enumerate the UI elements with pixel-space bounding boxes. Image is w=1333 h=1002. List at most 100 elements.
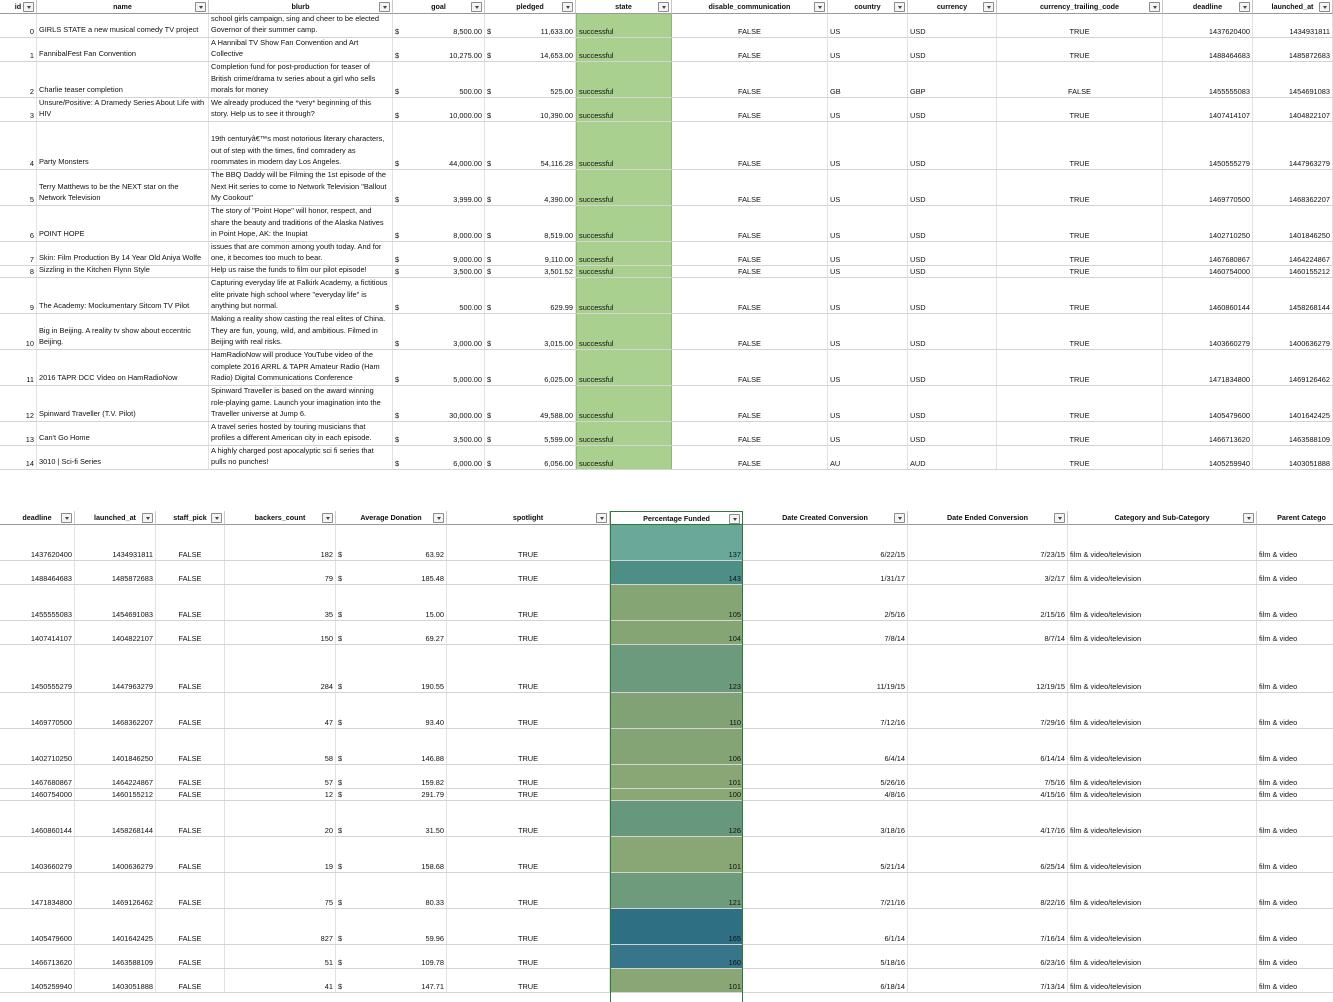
filter-dropdown-icon[interactable] xyxy=(322,513,333,523)
cell-name[interactable]: GIRLS STATE a new musical comedy TV proj… xyxy=(37,14,209,37)
cell-launched-at[interactable]: 1454691083 xyxy=(1253,62,1333,97)
cell-deadline[interactable]: 1455555083 xyxy=(1163,62,1253,97)
cell-disable-communication[interactable]: FALSE xyxy=(672,122,828,169)
cell-deadline[interactable]: 1469770500 xyxy=(1163,170,1253,205)
cell-launched-at[interactable]: 1401642425 xyxy=(1253,386,1333,421)
cell-avg-donation[interactable]: $190.55 xyxy=(336,645,447,692)
cell-launched-at[interactable]: 1404822107 xyxy=(1253,98,1333,121)
cell-parent[interactable]: film & video xyxy=(1257,945,1333,968)
cell-parent[interactable]: film & video xyxy=(1257,969,1333,992)
cell-avg-donation[interactable]: $63.92 xyxy=(336,525,447,560)
cell-currency-trailing-code[interactable]: TRUE xyxy=(997,266,1163,277)
cell-currency-trailing-code[interactable]: TRUE xyxy=(997,446,1163,469)
cell-avg-donation[interactable]: $109.78 xyxy=(336,945,447,968)
cell-disable-communication[interactable]: FALSE xyxy=(672,266,828,277)
cell-id[interactable]: 6 xyxy=(0,206,37,241)
cell-goal[interactable]: $9,000.00 xyxy=(393,242,485,265)
cell-currency[interactable]: USD xyxy=(908,206,997,241)
cell-disable-communication[interactable]: FALSE xyxy=(672,98,828,121)
filter-dropdown-icon[interactable] xyxy=(729,514,740,524)
cell-blurb[interactable]: A travel series hosted by touring musici… xyxy=(209,422,393,445)
cell-backers-count[interactable]: 57 xyxy=(225,765,336,788)
cell-country[interactable]: US xyxy=(828,422,908,445)
cell-avg-donation[interactable]: $69.27 xyxy=(336,621,447,644)
cell-currency-trailing-code[interactable]: TRUE xyxy=(997,386,1163,421)
cell-pct-funded[interactable]: 126 xyxy=(610,801,743,836)
cell-disable-communication[interactable]: FALSE xyxy=(672,38,828,61)
cell-currency[interactable]: USD xyxy=(908,422,997,445)
cell-blurb[interactable]: Completion fund for post-production for … xyxy=(209,62,393,97)
cell-pledged[interactable]: $629.99 xyxy=(485,278,576,313)
cell-date-created[interactable]: 5/18/16 xyxy=(743,945,908,968)
cell-pct-funded[interactable]: 143 xyxy=(610,561,743,584)
cell-currency[interactable]: USD xyxy=(908,350,997,385)
cell-currency-trailing-code[interactable]: TRUE xyxy=(997,38,1163,61)
cell-disable-communication[interactable]: FALSE xyxy=(672,278,828,313)
top-header-pledged[interactable]: pledged xyxy=(485,0,576,14)
cell-deadline[interactable]: 1469770500 xyxy=(0,693,75,728)
cell-currency[interactable]: USD xyxy=(908,386,997,421)
cell-id[interactable]: 1 xyxy=(0,38,37,61)
cell-disable-communication[interactable]: FALSE xyxy=(672,242,828,265)
cell-deadline[interactable]: 1466713620 xyxy=(1163,422,1253,445)
cell-parent[interactable]: film & video xyxy=(1257,585,1333,620)
cell-deadline[interactable]: 1405479600 xyxy=(0,909,75,944)
cell-id[interactable]: 2 xyxy=(0,62,37,97)
cell-currency-trailing-code[interactable]: TRUE xyxy=(997,242,1163,265)
cell-category[interactable]: film & video/television xyxy=(1068,585,1257,620)
cell-spotlight[interactable]: TRUE xyxy=(447,909,610,944)
cell-name[interactable]: Unsure/Positive: A Dramedy Series About … xyxy=(37,98,209,121)
cell-avg-donation[interactable]: $291.79 xyxy=(336,789,447,800)
cell-blurb[interactable]: Making a reality show casting the real e… xyxy=(209,314,393,349)
cell-avg-donation[interactable]: $146.88 xyxy=(336,729,447,764)
cell-goal[interactable]: $5,000.00 xyxy=(393,350,485,385)
cell-launched-at[interactable]: 1458268144 xyxy=(1253,278,1333,313)
filter-dropdown-icon[interactable] xyxy=(1239,2,1250,12)
cell-date-ended[interactable]: 4/17/16 xyxy=(908,801,1068,836)
top-header-blurb[interactable]: blurb xyxy=(209,0,393,14)
filter-dropdown-icon[interactable] xyxy=(596,513,607,523)
cell-currency-trailing-code[interactable]: FALSE xyxy=(997,62,1163,97)
cell-state[interactable]: successful xyxy=(576,122,672,169)
cell-blurb[interactable]: Help us raise the funds to film our pilo… xyxy=(209,266,393,277)
bottom-header-backers-count[interactable]: backers_count xyxy=(225,511,336,525)
cell-staff-pick[interactable]: FALSE xyxy=(156,801,225,836)
cell-spotlight[interactable]: TRUE xyxy=(447,801,610,836)
cell-date-created[interactable]: 7/21/16 xyxy=(743,873,908,908)
top-header-disable-communication[interactable]: disable_communication xyxy=(672,0,828,14)
cell-id[interactable]: 8 xyxy=(0,266,37,277)
cell-spotlight[interactable]: TRUE xyxy=(447,945,610,968)
cell-date-ended[interactable]: 3/2/17 xyxy=(908,561,1068,584)
cell-pct-funded[interactable]: 110 xyxy=(610,693,743,728)
cell-id[interactable]: 3 xyxy=(0,98,37,121)
cell-avg-donation[interactable]: $15.00 xyxy=(336,585,447,620)
cell-date-ended[interactable]: 7/29/16 xyxy=(908,693,1068,728)
cell-goal[interactable]: $30,000.00 xyxy=(393,386,485,421)
cell-pct-funded[interactable]: 101 xyxy=(610,837,743,872)
cell-country[interactable]: US xyxy=(828,314,908,349)
cell-disable-communication[interactable]: FALSE xyxy=(672,446,828,469)
cell-parent[interactable]: film & video xyxy=(1257,789,1333,800)
cell-parent[interactable]: film & video xyxy=(1257,765,1333,788)
bottom-header-avg-donation[interactable]: Average Donation xyxy=(336,511,447,525)
cell-country[interactable]: US xyxy=(828,14,908,37)
cell-date-created[interactable]: 6/1/14 xyxy=(743,909,908,944)
cell-goal[interactable]: $6,000.00 xyxy=(393,446,485,469)
cell-avg-donation[interactable]: $147.71 xyxy=(336,969,447,992)
cell-deadline[interactable]: 1471834800 xyxy=(1163,350,1253,385)
cell-state[interactable]: successful xyxy=(576,98,672,121)
cell-backers-count[interactable]: 41 xyxy=(225,969,336,992)
cell-date-ended[interactable]: 7/13/14 xyxy=(908,969,1068,992)
cell-staff-pick[interactable]: FALSE xyxy=(156,789,225,800)
cell-pledged[interactable]: $10,390.00 xyxy=(485,98,576,121)
cell-deadline[interactable]: 1460754000 xyxy=(1163,266,1253,277)
cell-state[interactable]: successful xyxy=(576,206,672,241)
cell-country[interactable]: US xyxy=(828,386,908,421)
cell-state[interactable]: successful xyxy=(576,350,672,385)
filter-dropdown-icon[interactable] xyxy=(894,513,905,523)
cell-country[interactable]: GB xyxy=(828,62,908,97)
cell-blurb[interactable]: Spinward Traveller is based on the award… xyxy=(209,386,393,421)
cell-spotlight[interactable]: TRUE xyxy=(447,969,610,992)
cell-category[interactable]: film & video/television xyxy=(1068,693,1257,728)
cell-pledged[interactable]: $5,599.00 xyxy=(485,422,576,445)
